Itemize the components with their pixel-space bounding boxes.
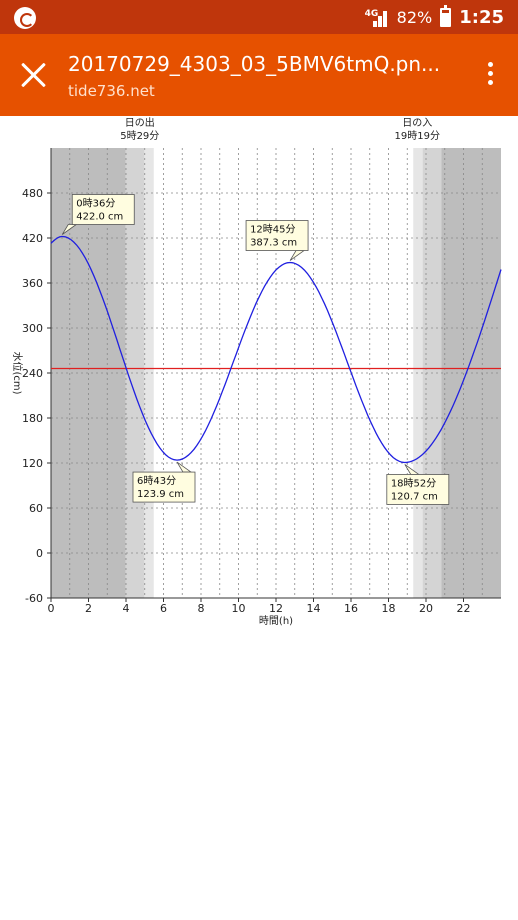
x-tick-label: 10: [232, 602, 246, 615]
x-tick-label: 18: [382, 602, 396, 615]
sunset-label: 日の入: [402, 118, 432, 129]
annotation-time: 0時36分: [76, 198, 115, 210]
annotation-level: 387.3 cm: [250, 238, 297, 249]
x-tick-label: 8: [198, 602, 205, 615]
annotation-level: 120.7 cm: [391, 491, 438, 502]
y-tick-label: 120: [22, 457, 43, 470]
x-tick-label: 6: [160, 602, 167, 615]
y-tick-label: 60: [29, 502, 43, 515]
clock: 1:25: [459, 6, 504, 28]
y-axis-label: 水位(cm): [11, 351, 24, 394]
status-indicators: 4G 82% 1:25: [364, 0, 504, 34]
annotation-time: 18時52分: [391, 477, 436, 489]
annotation-level: 123.9 cm: [137, 489, 184, 500]
x-axis-label: 時間(h): [259, 615, 293, 627]
x-tick-label: 2: [85, 602, 92, 615]
annotation-time: 6時43分: [137, 475, 176, 487]
x-tick-label: 22: [457, 602, 471, 615]
x-tick-label: 16: [344, 602, 358, 615]
x-tick-label: 0: [48, 602, 55, 615]
status-bar: 4G 82% 1:25: [0, 0, 518, 34]
x-tick-label: 4: [123, 602, 130, 615]
app-bar: 20170729_4303_03_5BMV6tmQ.pn... tide736.…: [0, 34, 518, 116]
close-icon[interactable]: [20, 61, 48, 89]
battery-percent: 82%: [396, 7, 433, 27]
sunset-time: 19時19分: [395, 130, 440, 142]
dawn-shade-2: [144, 148, 154, 598]
sunrise-label: 日の出: [125, 116, 155, 129]
tide-level-line: [50, 235, 502, 464]
signal-icon: 4G: [364, 7, 389, 27]
y-tick-label: 420: [22, 232, 43, 245]
y-tick-label: -60: [25, 592, 43, 605]
x-tick-label: 14: [307, 602, 321, 615]
annotation-box: [71, 194, 135, 225]
network-type: 4G: [364, 9, 379, 19]
battery-icon: [440, 4, 452, 27]
y-tick-label: 480: [22, 187, 43, 200]
annotation-box: [386, 474, 450, 505]
y-tick-label: 240: [22, 367, 43, 380]
tide-chart: -60 0 60 120 180 240 300 360 420 480 0 2 4 6 8 10 12 14 16…: [0, 116, 518, 646]
annotation-box: [245, 220, 309, 251]
source-domain: tide736.net: [68, 82, 155, 100]
x-tick-label: 20: [419, 602, 433, 615]
file-title: 20170729_4303_03_5BMV6tmQ.pn...: [68, 52, 441, 76]
y-tick-label: 180: [22, 412, 43, 425]
y-tick-label: 360: [22, 277, 43, 290]
annotation-level: 422.0 cm: [76, 212, 123, 223]
tide-chart-svg: -60 0 60 120 180 240 300 360 420 480 0 2 4 6 8 10 12 14 16…: [11, 116, 502, 627]
x-tick-label: 12: [269, 602, 283, 615]
annotation-box: [132, 471, 196, 503]
app-notification-icon: [14, 7, 36, 29]
more-options-icon[interactable]: [486, 62, 494, 90]
sunrise-time: 5時29分: [120, 130, 159, 142]
annotation-time: 12時45分: [250, 224, 295, 236]
y-tick-label: 0: [36, 547, 43, 560]
y-tick-label: 300: [22, 322, 43, 335]
